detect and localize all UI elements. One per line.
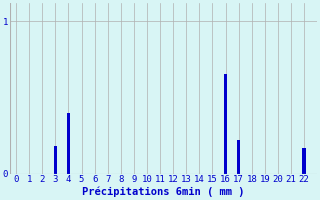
Bar bbox=[237, 140, 240, 174]
X-axis label: Précipitations 6min ( mm ): Précipitations 6min ( mm ) bbox=[82, 187, 244, 197]
Bar bbox=[54, 146, 57, 174]
Bar bbox=[224, 74, 227, 174]
Bar bbox=[67, 113, 70, 174]
Bar bbox=[302, 148, 306, 174]
